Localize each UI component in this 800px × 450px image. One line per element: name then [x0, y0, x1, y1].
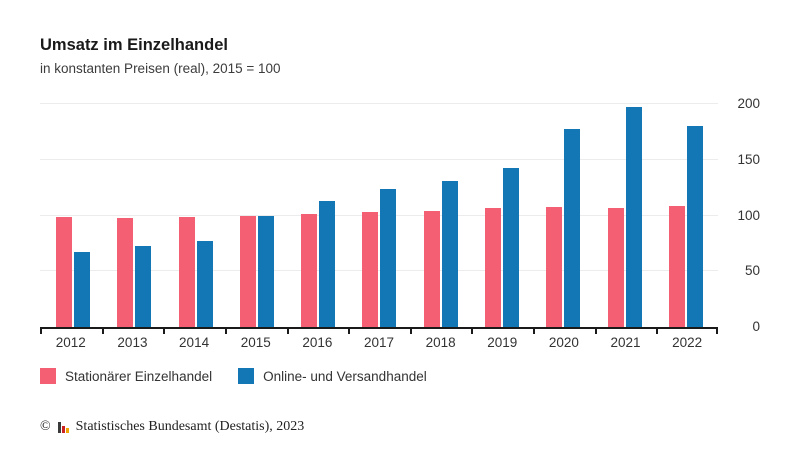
x-tick-label-2019: 2019 [487, 335, 518, 350]
legend-label-stationaer: Stationärer Einzelhandel [65, 368, 213, 384]
bar-2014-stationaer [178, 216, 195, 327]
legend-label-online: Online- und Versandhandel [263, 368, 427, 384]
x-tick-label-2017: 2017 [363, 335, 395, 350]
bar-group-2018 [423, 181, 458, 327]
y-tick-label-100: 100 [737, 207, 760, 223]
legend-item-stationaer: Stationärer Einzelhandel [40, 368, 212, 384]
bar-2022-stationaer [668, 205, 685, 327]
bar-2017-stationaer [362, 212, 379, 327]
chart-title: Umsatz im Einzelhandel [40, 36, 228, 54]
x-axis-tick [594, 329, 597, 334]
bar-groups [40, 90, 718, 327]
x-tick-label-2021: 2021 [610, 335, 641, 350]
x-axis-tick [163, 329, 166, 334]
bar-2020-online [564, 128, 581, 327]
bar-2018-online [441, 181, 458, 327]
bar-group-2015 [239, 215, 274, 327]
x-tick-label-2020: 2020 [548, 335, 579, 350]
bar-group-2019 [485, 167, 520, 327]
bar-2016-stationaer [301, 213, 318, 327]
y-axis: 0 50 100 150 200 [722, 90, 762, 334]
legend-item-online: Online- und Versandhandel [238, 368, 427, 384]
x-tick-label-2015: 2015 [240, 335, 271, 350]
chart-subtitle: in konstanten Preisen (real), 2015 = 100 [40, 61, 281, 76]
x-axis-tick [716, 329, 718, 334]
x-axis-tick [224, 329, 227, 334]
gridline-50 [40, 270, 718, 272]
x-tick-label-2014: 2014 [179, 335, 210, 350]
x-axis-tick [40, 329, 42, 334]
x-axis-tick [656, 329, 659, 334]
x-tick-label-2016: 2016 [302, 335, 333, 350]
x-tick-label-2022: 2022 [672, 335, 703, 350]
bar-group-2014 [178, 216, 213, 327]
x-axis-tick [286, 329, 289, 334]
copyright-text: Statistisches Bundesamt (Destatis), 2023 [75, 419, 305, 434]
bar-group-2017 [362, 189, 397, 327]
bar-group-2016 [301, 201, 336, 327]
bar-group-2020 [546, 128, 581, 327]
legend-swatch-pink-icon [40, 368, 56, 384]
bar-2015-online [257, 215, 274, 327]
bar-2022-online [686, 125, 703, 327]
bar-2013-stationaer [117, 217, 134, 327]
bar-2017-online [380, 189, 397, 327]
x-axis-tick [101, 329, 104, 334]
legend: Stationärer Einzelhandel Online- und Ver… [40, 368, 427, 384]
x-labels: 2012 2013 2014 2015 2016 2017 2018 2019 2020 2021… [40, 335, 718, 353]
bar-group-2013 [117, 217, 152, 327]
bar-2021-stationaer [607, 207, 624, 327]
bar-2013-online [135, 245, 152, 327]
x-axis-tick [533, 329, 536, 334]
bar-group-2021 [607, 106, 642, 327]
destatis-bar-chart-logo-icon [57, 421, 69, 433]
x-tick-label-2018: 2018 [425, 335, 456, 350]
x-axis-tick [409, 329, 412, 334]
bar-2019-stationaer [485, 207, 502, 327]
gridline-100 [40, 214, 718, 216]
bar-2021-online [625, 106, 642, 327]
plot-area [40, 90, 718, 329]
bar-group-2012 [56, 216, 90, 327]
legend-swatch-blue-icon [238, 368, 255, 384]
y-tick-label-50: 50 [744, 263, 760, 279]
y-tick-label-0: 0 [752, 319, 760, 334]
x-tick-label-2013: 2013 [117, 335, 148, 350]
bar-2012-online [74, 252, 90, 327]
bar-2014-online [196, 241, 213, 327]
y-tick-label-200: 200 [737, 96, 760, 112]
bar-2015-stationaer [239, 215, 256, 327]
bar-2019-online [503, 167, 520, 327]
copyright: © Statistisches Bundesamt (Destatis), 20… [40, 419, 304, 435]
x-tick-label-2012: 2012 [55, 335, 86, 350]
bar-2020-stationaer [546, 206, 563, 327]
x-axis-tick [348, 329, 351, 334]
bar-group-2022 [668, 125, 703, 327]
x-axis-tick [471, 329, 474, 334]
y-tick-label-150: 150 [737, 152, 760, 168]
bar-2018-stationaer [423, 211, 440, 327]
x-ticks [40, 329, 718, 335]
bar-2012-stationaer [56, 216, 72, 327]
gridline-200 [40, 103, 718, 105]
copyright-symbol: © [40, 419, 51, 434]
bar-2016-online [319, 201, 336, 327]
gridline-150 [40, 159, 718, 161]
